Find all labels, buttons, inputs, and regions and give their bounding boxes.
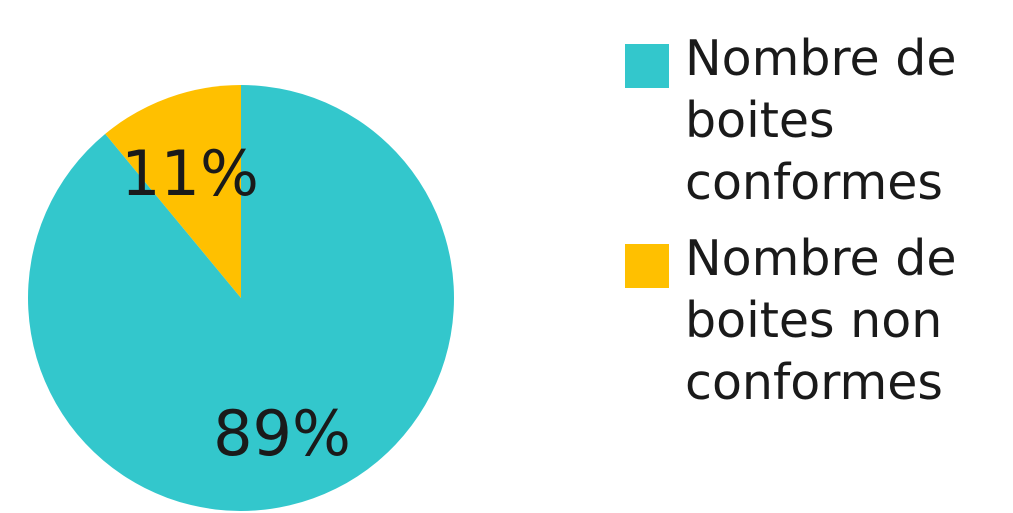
pie-chart: 89% 11% xyxy=(27,85,454,511)
legend-swatch-conformes xyxy=(625,44,669,88)
legend-item-conformes: Nombre de boites conformes xyxy=(625,28,1013,214)
slice-label-conformes: 89% xyxy=(213,397,351,470)
legend-swatch-non-conformes xyxy=(625,244,669,288)
slice-label-non-conformes: 11% xyxy=(121,137,259,210)
legend-label-non-conformes: Nombre de boites non conformes xyxy=(685,230,957,411)
legend-label-conformes: Nombre de boites conformes xyxy=(685,30,957,211)
legend: Nombre de boites conformes Nombre de boi… xyxy=(625,28,1013,428)
pie-slice-non-conformes xyxy=(105,85,241,298)
legend-item-non-conformes: Nombre de boites non conformes xyxy=(625,228,1013,414)
